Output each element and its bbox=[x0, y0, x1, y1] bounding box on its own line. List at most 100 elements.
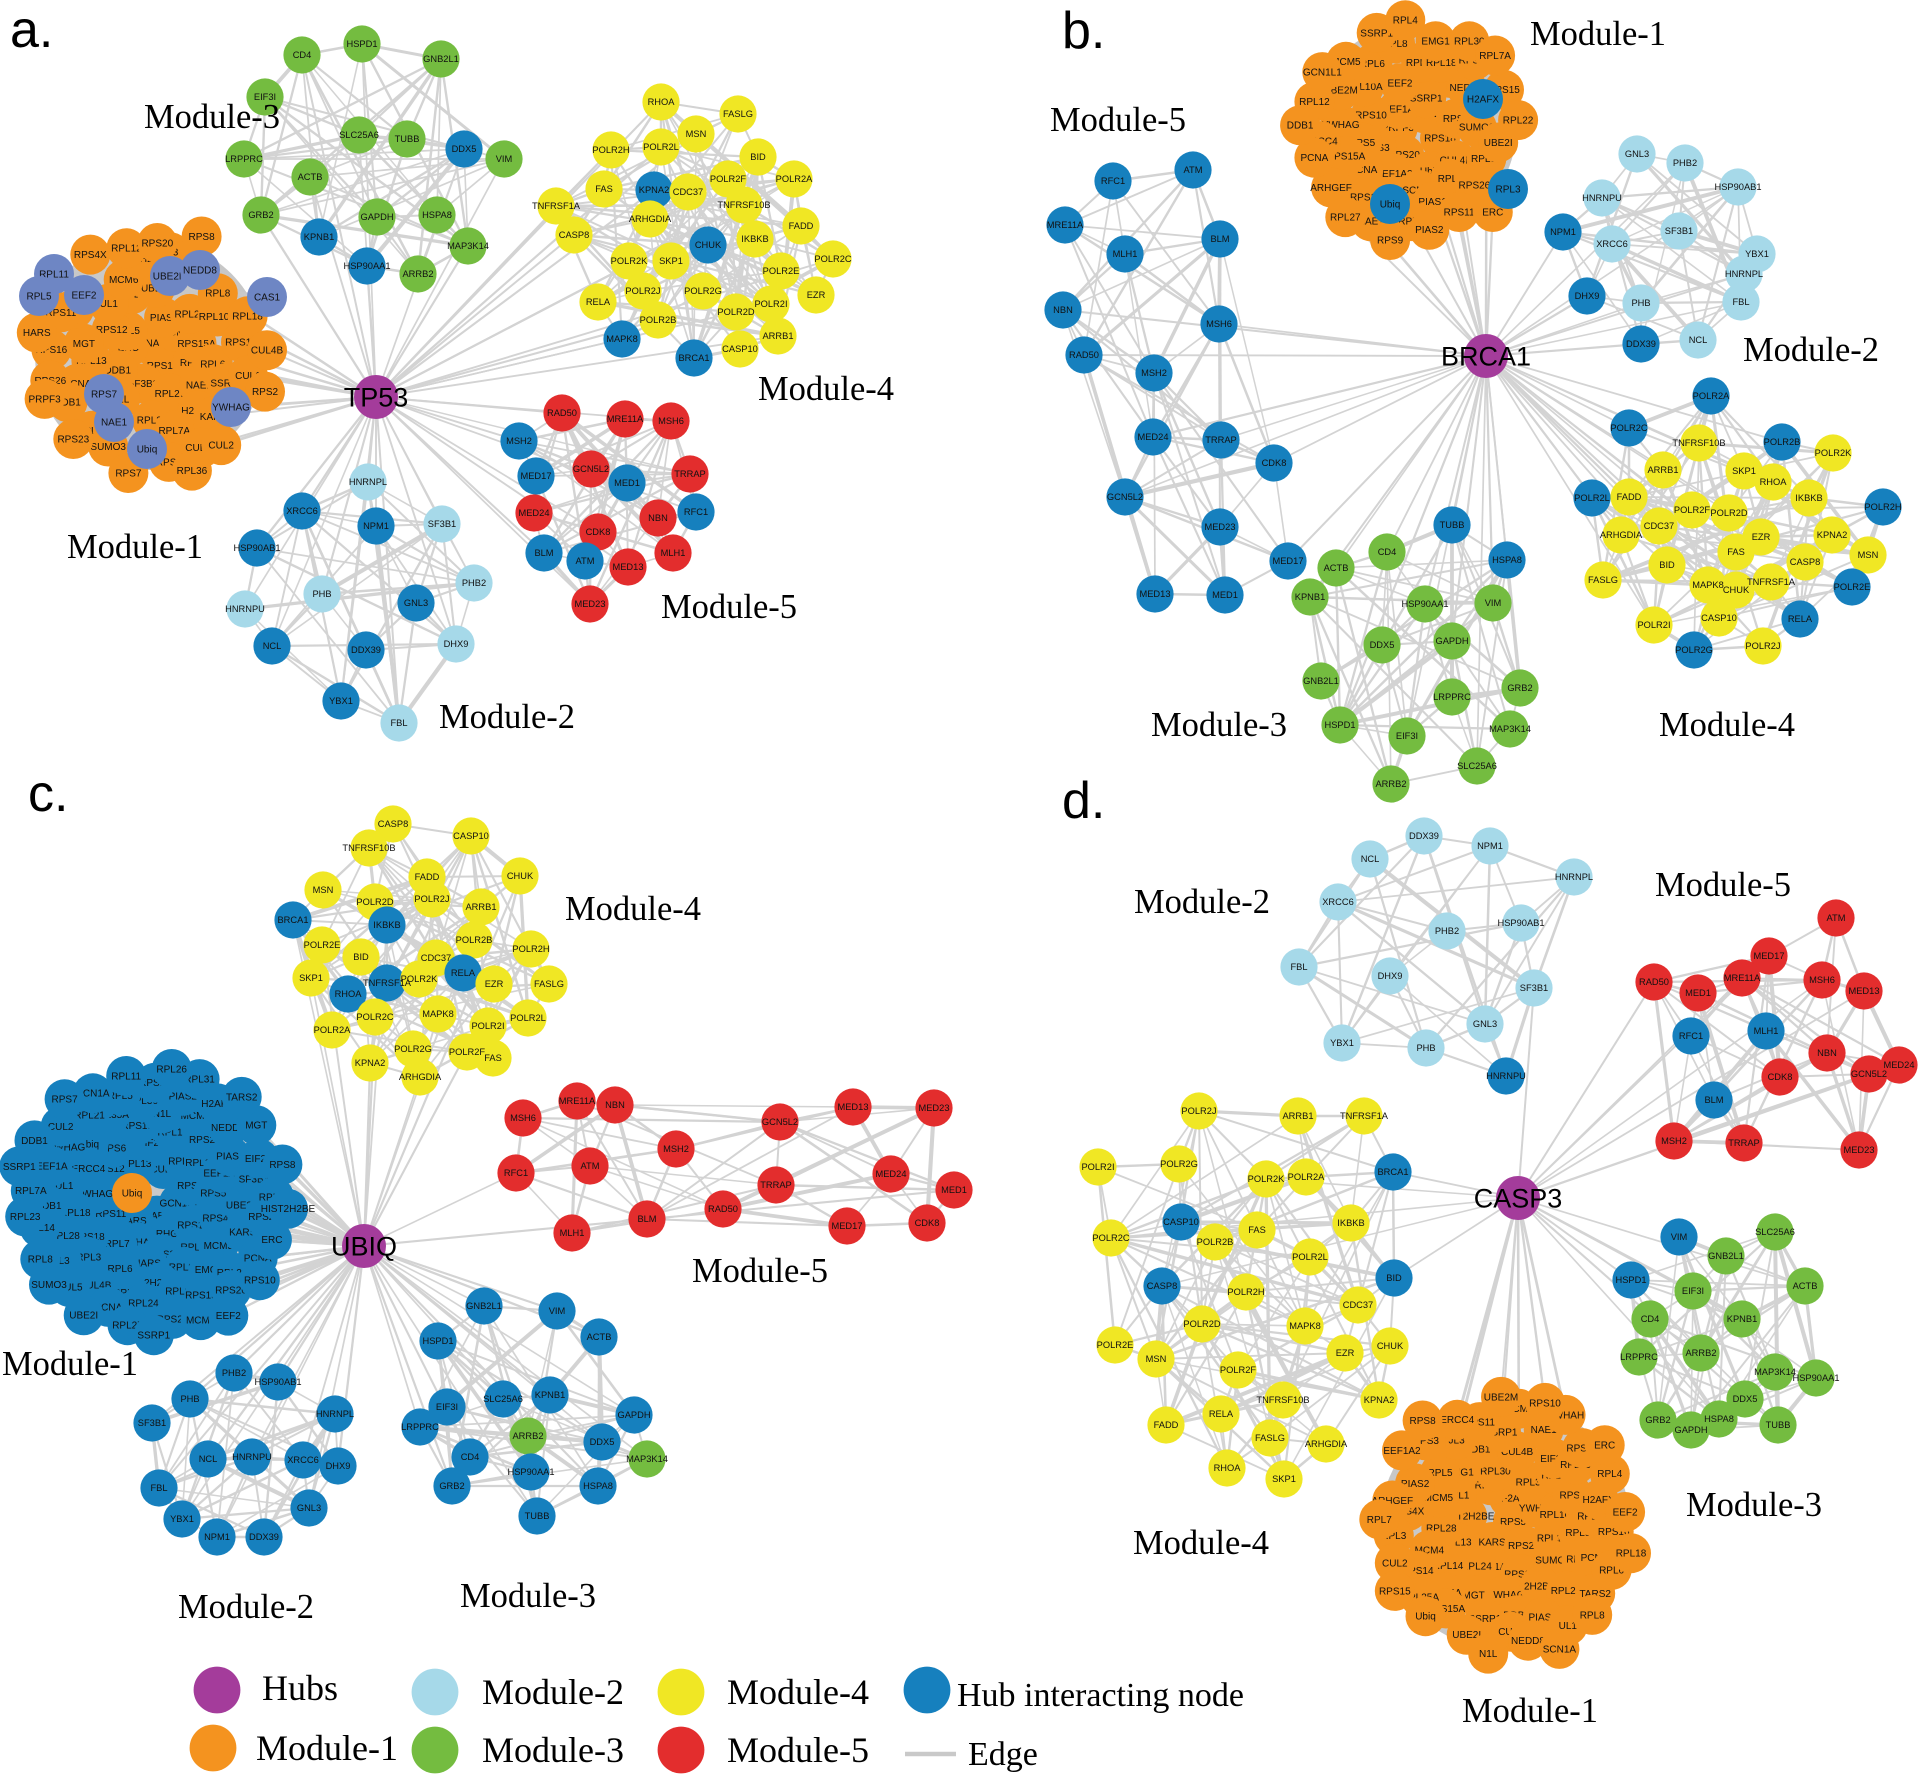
svg-text:DHX9: DHX9 bbox=[1575, 291, 1600, 301]
svg-text:Module-5: Module-5 bbox=[1655, 866, 1791, 904]
svg-text:MAPK8: MAPK8 bbox=[422, 1009, 454, 1019]
svg-text:Module-3: Module-3 bbox=[1686, 1486, 1822, 1524]
svg-text:FASLG: FASLG bbox=[1588, 575, 1618, 585]
svg-text:d.: d. bbox=[1062, 772, 1105, 830]
svg-text:POLR2J: POLR2J bbox=[1745, 641, 1780, 651]
svg-text:Hub interacting node: Hub interacting node bbox=[957, 1677, 1244, 1714]
svg-text:RPS10: RPS10 bbox=[244, 1276, 276, 1287]
svg-text:POLR2G: POLR2G bbox=[684, 286, 722, 296]
svg-text:EIF3I: EIF3I bbox=[1682, 1286, 1704, 1296]
svg-text:RHOA: RHOA bbox=[335, 989, 363, 999]
svg-text:PHB2: PHB2 bbox=[462, 578, 486, 588]
svg-text:KPNB1: KPNB1 bbox=[535, 1390, 566, 1400]
svg-text:EZR: EZR bbox=[1752, 532, 1771, 542]
svg-text:DDB1: DDB1 bbox=[21, 1136, 48, 1147]
svg-text:POLR2A: POLR2A bbox=[1288, 1172, 1325, 1182]
svg-text:CDK8: CDK8 bbox=[586, 527, 611, 537]
svg-text:CASP8: CASP8 bbox=[1147, 1281, 1178, 1291]
svg-text:XRCC6: XRCC6 bbox=[286, 506, 318, 516]
svg-text:LRPPRC: LRPPRC bbox=[225, 154, 263, 164]
svg-text:Module-4: Module-4 bbox=[565, 890, 701, 928]
svg-text:MED23: MED23 bbox=[918, 1103, 949, 1113]
svg-text:HSP90AB1: HSP90AB1 bbox=[1714, 182, 1761, 192]
svg-text:HSPA8: HSPA8 bbox=[1704, 1414, 1734, 1424]
svg-text:MSN: MSN bbox=[1146, 1354, 1167, 1364]
svg-text:POLR2G: POLR2G bbox=[394, 1044, 432, 1054]
svg-text:EEF2: EEF2 bbox=[71, 290, 96, 301]
svg-text:NCL: NCL bbox=[1361, 854, 1380, 864]
svg-text:GCN5L2: GCN5L2 bbox=[762, 1117, 798, 1127]
svg-text:SLC25A6: SLC25A6 bbox=[1755, 1227, 1795, 1237]
svg-text:VIM: VIM bbox=[1485, 598, 1502, 608]
svg-text:ACTB: ACTB bbox=[1793, 1281, 1818, 1291]
svg-text:RPL7: RPL7 bbox=[1367, 1515, 1392, 1526]
svg-text:TUBB: TUBB bbox=[1440, 520, 1465, 530]
svg-text:GNL3: GNL3 bbox=[1625, 149, 1649, 159]
svg-text:MAP3K14: MAP3K14 bbox=[626, 1454, 668, 1464]
svg-text:ERC: ERC bbox=[1482, 207, 1503, 218]
svg-text:Module-2: Module-2 bbox=[482, 1672, 624, 1712]
svg-text:FAS: FAS bbox=[1248, 1225, 1266, 1235]
svg-text:KPNB1: KPNB1 bbox=[1295, 592, 1326, 602]
svg-text:c.: c. bbox=[28, 765, 68, 823]
svg-text:SLC25A6: SLC25A6 bbox=[1457, 761, 1497, 771]
svg-text:TNFRSF10B: TNFRSF10B bbox=[342, 843, 395, 853]
svg-text:GCN5L2: GCN5L2 bbox=[1851, 1069, 1887, 1079]
svg-text:CDK8: CDK8 bbox=[1768, 1072, 1793, 1082]
svg-text:CD4: CD4 bbox=[1641, 1314, 1660, 1324]
svg-text:TUBB: TUBB bbox=[525, 1511, 550, 1521]
svg-text:CASP10: CASP10 bbox=[722, 344, 758, 354]
svg-text:RPS4X: RPS4X bbox=[74, 250, 107, 261]
svg-text:MED17: MED17 bbox=[831, 1221, 862, 1231]
svg-text:POLR2J: POLR2J bbox=[1181, 1106, 1216, 1116]
svg-text:HSPD1: HSPD1 bbox=[346, 39, 377, 49]
svg-text:RPL22: RPL22 bbox=[1503, 116, 1534, 127]
svg-text:CUL2: CUL2 bbox=[208, 441, 234, 452]
svg-text:FBL: FBL bbox=[390, 718, 407, 728]
svg-text:PHB2: PHB2 bbox=[1435, 926, 1459, 936]
svg-text:SUMO3: SUMO3 bbox=[90, 442, 126, 453]
svg-text:RPL7A: RPL7A bbox=[1479, 51, 1511, 62]
svg-text:ATM: ATM bbox=[576, 556, 595, 566]
svg-text:MED24: MED24 bbox=[875, 1169, 906, 1179]
svg-text:BRCA1: BRCA1 bbox=[1377, 1167, 1408, 1177]
svg-text:MAPK8: MAPK8 bbox=[606, 334, 638, 344]
svg-text:POLR2I: POLR2I bbox=[754, 299, 787, 309]
svg-text:POLR2E: POLR2E bbox=[304, 940, 341, 950]
svg-text:NPM1: NPM1 bbox=[1477, 841, 1503, 851]
svg-text:ACTB: ACTB bbox=[587, 1332, 612, 1342]
svg-text:ERCC4: ERCC4 bbox=[1440, 1415, 1474, 1426]
svg-text:HNRNPU: HNRNPU bbox=[1582, 193, 1622, 203]
svg-text:GCN5L2: GCN5L2 bbox=[1107, 492, 1143, 502]
svg-text:MSH2: MSH2 bbox=[1141, 368, 1167, 378]
svg-text:RELA: RELA bbox=[586, 297, 611, 307]
svg-text:HSPD1: HSPD1 bbox=[1615, 1275, 1646, 1285]
svg-text:RPL8: RPL8 bbox=[28, 1255, 53, 1266]
svg-text:POLR2D: POLR2D bbox=[356, 897, 393, 907]
svg-text:POLR2L: POLR2L bbox=[643, 142, 679, 152]
svg-text:HNRNPL: HNRNPL bbox=[1725, 269, 1763, 279]
svg-text:BID: BID bbox=[1386, 1273, 1402, 1283]
svg-text:EZR: EZR bbox=[1336, 1348, 1355, 1358]
svg-text:ARRB1: ARRB1 bbox=[762, 331, 793, 341]
svg-text:Module-4: Module-4 bbox=[1133, 1524, 1269, 1562]
svg-text:Ubiq: Ubiq bbox=[1415, 1612, 1436, 1623]
svg-text:ARRB2: ARRB2 bbox=[1375, 779, 1406, 789]
svg-text:b.: b. bbox=[1062, 2, 1105, 60]
svg-text:CASP8: CASP8 bbox=[378, 819, 409, 829]
svg-text:ACTB: ACTB bbox=[298, 172, 323, 182]
svg-text:POLR2E: POLR2E bbox=[1097, 1340, 1134, 1350]
svg-text:GNL3: GNL3 bbox=[297, 1503, 321, 1513]
svg-text:PCNA: PCNA bbox=[1301, 153, 1329, 164]
svg-text:CHUK: CHUK bbox=[1377, 1341, 1404, 1351]
svg-text:NBN: NBN bbox=[648, 513, 668, 523]
svg-text:POLR2I: POLR2I bbox=[1081, 1162, 1114, 1172]
svg-text:TRRAP: TRRAP bbox=[1205, 435, 1237, 445]
svg-text:RHOA: RHOA bbox=[1214, 1463, 1242, 1473]
svg-text:RPL4: RPL4 bbox=[1597, 1469, 1622, 1480]
svg-text:a.: a. bbox=[10, 1, 53, 59]
svg-text:SSRP1: SSRP1 bbox=[137, 1331, 170, 1342]
svg-text:DHX9: DHX9 bbox=[1378, 971, 1403, 981]
svg-text:NPM1: NPM1 bbox=[204, 1532, 230, 1542]
svg-text:RPS8: RPS8 bbox=[1410, 1416, 1437, 1427]
